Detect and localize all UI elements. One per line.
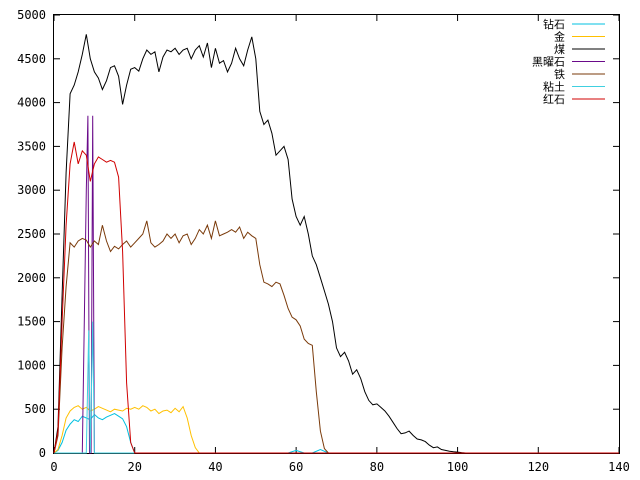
x-tick-label: 0 <box>50 460 57 474</box>
series-line <box>53 141 619 454</box>
x-tick-label: 60 <box>289 460 303 474</box>
y-tick-label: 2500 <box>17 227 46 241</box>
y-tick-label: 3500 <box>17 139 46 153</box>
y-tick-label: 2000 <box>17 271 46 285</box>
x-tick-label: 100 <box>447 460 469 474</box>
series-group <box>53 34 619 454</box>
axis-ticks: 0500100015002000250030003500400045005000… <box>17 8 630 474</box>
y-tick-label: 5000 <box>17 8 46 22</box>
y-tick-label: 3000 <box>17 183 46 197</box>
x-tick-label: 120 <box>527 460 549 474</box>
legend-label: 红石 <box>543 93 565 106</box>
y-tick-label: 1500 <box>17 315 46 329</box>
plot-frame <box>53 14 620 454</box>
x-tick-label: 40 <box>208 460 222 474</box>
series-line <box>53 413 619 454</box>
legend-label: 煤 <box>554 43 565 56</box>
legend-label: 金 <box>554 30 565 44</box>
legend-label: 钻石 <box>543 17 565 31</box>
y-tick-label: 0 <box>39 446 46 460</box>
y-tick-label: 4000 <box>17 96 46 110</box>
y-tick-label: 500 <box>24 402 46 416</box>
series-line <box>54 321 619 454</box>
x-tick-label: 140 <box>608 460 630 474</box>
y-tick-label: 4500 <box>17 52 46 66</box>
legend-label: 黑曜石 <box>532 56 565 69</box>
y-tick-label: 1000 <box>17 358 46 372</box>
series-line <box>53 34 619 454</box>
x-tick-label: 80 <box>370 460 384 474</box>
legend-label: 铁 <box>554 68 565 81</box>
legend-label: 粘土 <box>543 80 565 94</box>
series-line <box>53 405 619 454</box>
x-tick-label: 20 <box>127 460 141 474</box>
series-line <box>53 220 619 454</box>
series-line <box>54 115 619 454</box>
